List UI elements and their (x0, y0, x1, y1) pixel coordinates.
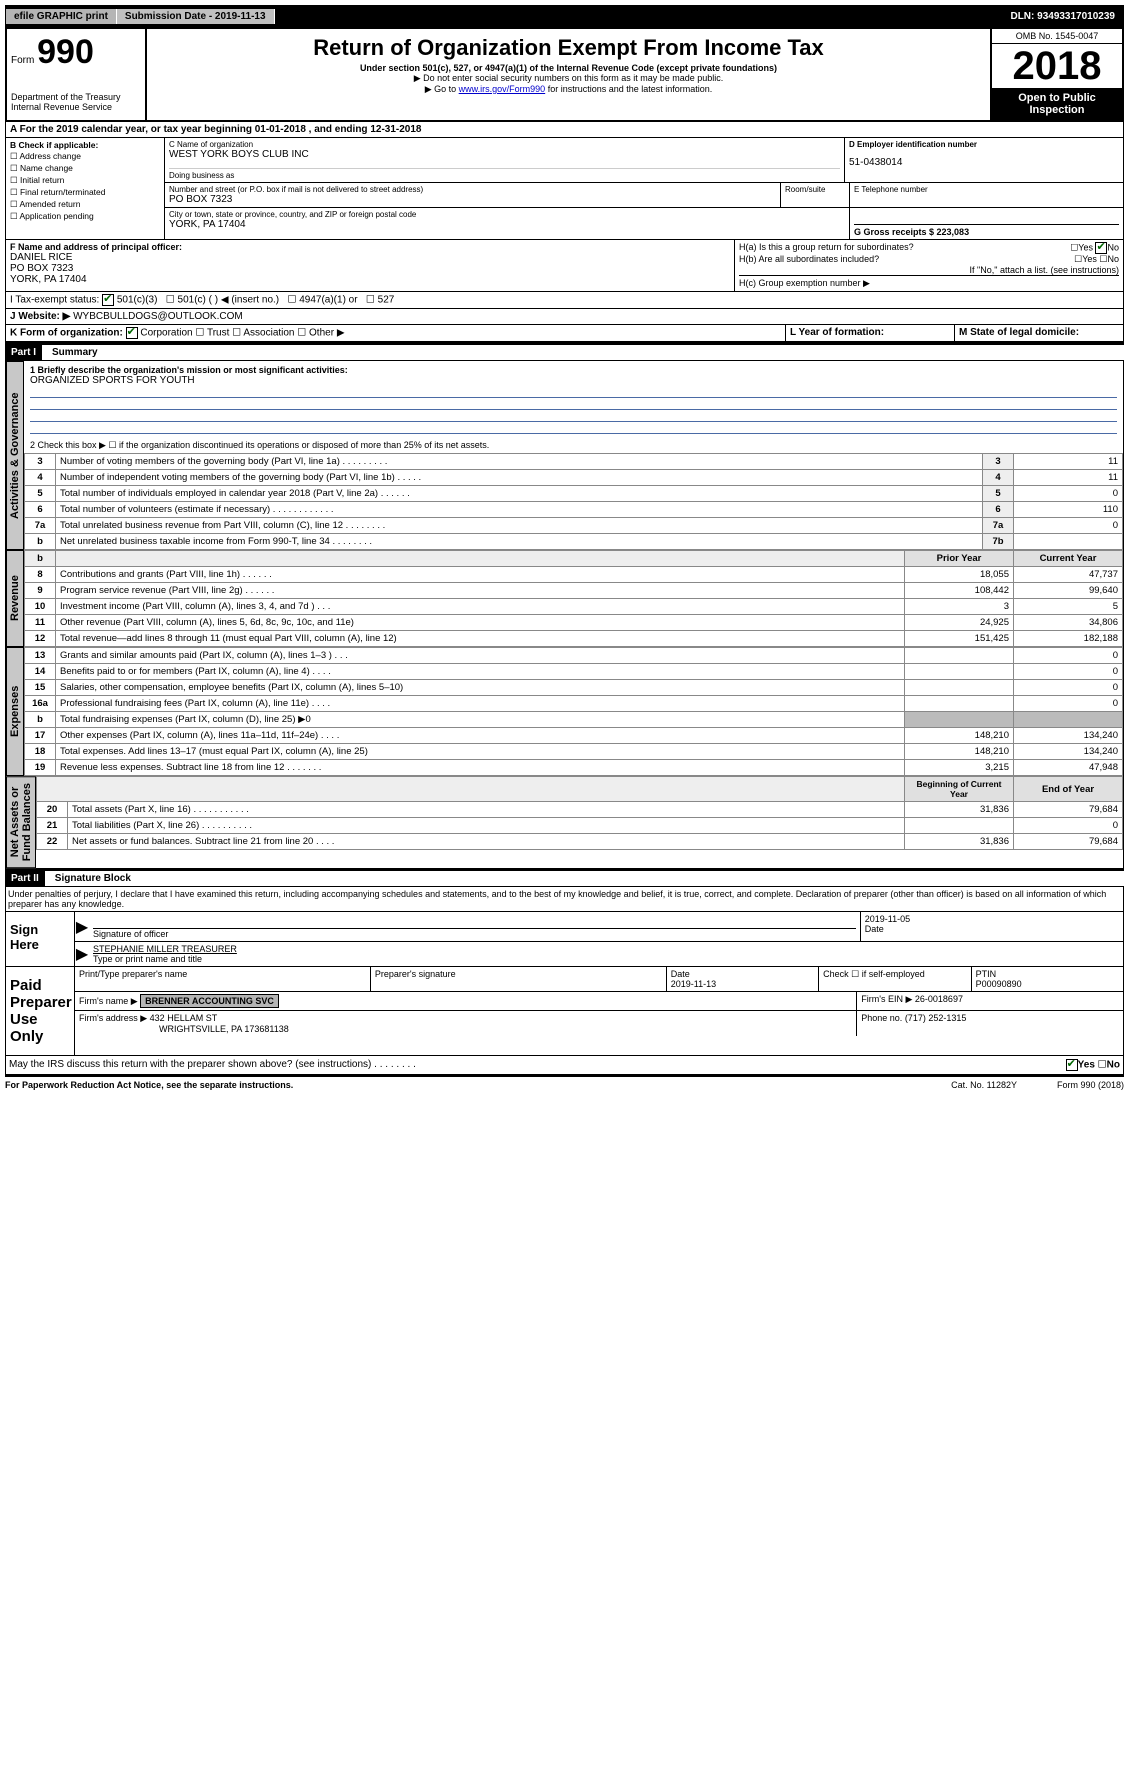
city-state-zip: YORK, PA 17404 (169, 219, 845, 230)
omb-number: OMB No. 1545-0047 (992, 29, 1122, 44)
501c3-checkbox[interactable] (102, 294, 114, 306)
form-title: Return of Organization Exempt From Incom… (151, 35, 986, 61)
box-d-label: D Employer identification number (849, 140, 1119, 149)
dln-label: DLN: 93493317010239 (1002, 9, 1123, 24)
arrow-icon: ▶ (75, 942, 89, 966)
website-value: WYBCBULLDOGS@OUTLOOK.COM (73, 311, 243, 322)
org-name: WEST YORK BOYS CLUB INC (169, 149, 840, 160)
firm-ein: 26-0018697 (915, 994, 963, 1004)
street-address: PO BOX 7323 (169, 194, 776, 205)
summary-netassets: Net Assets or Fund Balances Beginning of… (5, 776, 1124, 869)
officer-group-block: F Name and address of principal officer:… (5, 240, 1124, 292)
footer: For Paperwork Reduction Act Notice, see … (5, 1075, 1124, 1093)
box-c: C Name of organization WEST YORK BOYS CL… (165, 138, 1123, 239)
form-subtitle: Under section 501(c), 527, or 4947(a)(1)… (151, 63, 986, 73)
line-j: J Website: ▶ WYBCBULLDOGS@OUTLOOK.COM (5, 309, 1124, 325)
firm-name-button[interactable]: BRENNER ACCOUNTING SVC (140, 994, 279, 1008)
box-e-label: E Telephone number (854, 185, 1119, 194)
form-note1: ▶ Do not enter social security numbers o… (151, 73, 986, 84)
ptin-value: P00090890 (976, 979, 1022, 989)
vtab-revenue: Revenue (6, 550, 24, 647)
form-prefix: Form (11, 55, 34, 66)
sign-here-block: Sign Here ▶ Signature of officer 2019-11… (5, 911, 1124, 967)
tax-year: 2018 (992, 44, 1122, 88)
expenses-table: 13Grants and similar amounts paid (Part … (24, 647, 1123, 776)
perjury-statement: Under penalties of perjury, I declare th… (5, 887, 1124, 911)
dept-label: Department of the Treasury Internal Reve… (11, 92, 141, 112)
box-h: H(a) Is this a group return for subordin… (735, 240, 1123, 291)
officer-name: STEPHANIE MILLER TREASURER (93, 944, 1119, 954)
summary-revenue: Revenue b Prior Year Current Year 8Contr… (5, 550, 1124, 647)
vtab-governance: Activities & Governance (6, 361, 24, 550)
form-header: Form 990 Department of the Treasury Inte… (5, 27, 1124, 122)
gross-receipts: G Gross receipts $ 223,083 (854, 224, 1119, 237)
corp-checkbox[interactable] (126, 327, 138, 339)
box-f: F Name and address of principal officer:… (6, 240, 735, 291)
vtab-expenses: Expenses (6, 647, 24, 776)
summary-governance: Activities & Governance 1 Briefly descri… (5, 361, 1124, 550)
governance-table: 3Number of voting members of the governi… (24, 453, 1123, 550)
part1-header: Part I Summary (5, 343, 1124, 361)
line-a: A For the 2019 calendar year, or tax yea… (5, 122, 1124, 138)
firm-phone: (717) 252-1315 (905, 1013, 967, 1023)
open-public-badge: Open to Public Inspection (992, 88, 1122, 120)
mission-text: ORGANIZED SPORTS FOR YOUTH (30, 375, 1117, 386)
instructions-link[interactable]: www.irs.gov/Form990 (459, 84, 546, 94)
vtab-netassets: Net Assets or Fund Balances (6, 776, 36, 868)
part2-header: Part II Signature Block (5, 869, 1124, 887)
discuss-yes-checkbox[interactable] (1066, 1059, 1078, 1071)
ha-no-checkbox[interactable] (1095, 242, 1107, 254)
discuss-row: May the IRS discuss this return with the… (5, 1056, 1124, 1075)
form-note2: ▶ Go to www.irs.gov/Form990 for instruct… (151, 84, 986, 95)
paid-preparer-block: Paid Preparer Use Only Print/Type prepar… (5, 967, 1124, 1056)
mission-line (30, 386, 1117, 398)
line-klm: K Form of organization: Corporation ☐ Tr… (5, 325, 1124, 343)
arrow-icon: ▶ (75, 912, 89, 941)
entity-block: B Check if applicable: ☐ Address change … (5, 138, 1124, 240)
ein-value: 51-0438014 (849, 157, 1119, 168)
summary-expenses: Expenses 13Grants and similar amounts pa… (5, 647, 1124, 776)
efile-button[interactable]: efile GRAPHIC print (6, 9, 117, 24)
line-i: I Tax-exempt status: 501(c)(3) ☐ 501(c) … (5, 292, 1124, 309)
submission-date: Submission Date - 2019-11-13 (117, 9, 275, 24)
form-number: 990 (37, 33, 94, 71)
top-bar: efile GRAPHIC print Submission Date - 20… (5, 5, 1124, 27)
netassets-table: Beginning of Current Year End of Year 20… (36, 776, 1123, 850)
revenue-table: b Prior Year Current Year 8Contributions… (24, 550, 1123, 647)
box-b: B Check if applicable: ☐ Address change … (6, 138, 165, 239)
